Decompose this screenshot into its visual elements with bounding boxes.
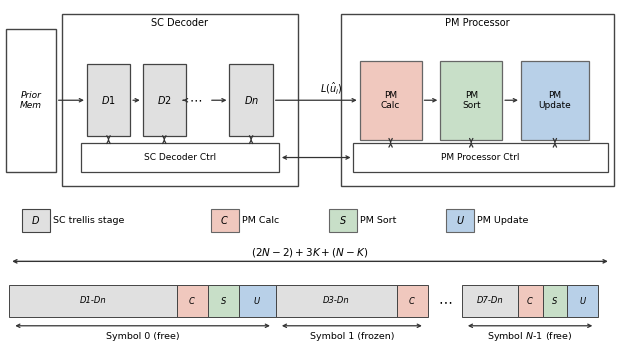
Text: $U$: $U$ xyxy=(456,214,465,226)
Bar xyxy=(143,64,186,136)
Text: D1-Dn: D1-Dn xyxy=(80,296,106,305)
Text: D3-Dn: D3-Dn xyxy=(323,296,350,305)
Text: PM Processor Ctrl: PM Processor Ctrl xyxy=(441,153,520,162)
Text: $\cdots$: $\cdots$ xyxy=(438,294,452,308)
Bar xyxy=(211,208,239,232)
Bar xyxy=(446,208,474,232)
Text: PM Calc: PM Calc xyxy=(242,216,279,225)
Bar xyxy=(208,285,239,317)
Bar xyxy=(521,61,589,140)
Bar xyxy=(239,285,276,317)
Text: SC trellis stage: SC trellis stage xyxy=(53,216,124,225)
Bar xyxy=(22,208,50,232)
Bar xyxy=(9,285,177,317)
Bar xyxy=(81,143,279,172)
Text: $D1$: $D1$ xyxy=(101,94,116,106)
Text: PM Processor: PM Processor xyxy=(445,18,510,28)
Bar xyxy=(229,64,273,136)
Text: Symbol 0 (free): Symbol 0 (free) xyxy=(106,332,179,341)
Text: $C$: $C$ xyxy=(188,295,196,306)
Text: PM
Sort: PM Sort xyxy=(462,91,480,110)
Text: $L(\hat{u}_i)$: $L(\hat{u}_i)$ xyxy=(321,80,343,96)
Text: PM
Update: PM Update xyxy=(539,91,571,110)
Text: $C$: $C$ xyxy=(409,295,416,306)
Text: $D$: $D$ xyxy=(31,214,40,226)
Text: Prior
Mem: Prior Mem xyxy=(20,91,42,110)
Bar xyxy=(329,208,356,232)
Text: $U$: $U$ xyxy=(254,295,261,306)
Bar xyxy=(62,14,298,186)
Text: $S$: $S$ xyxy=(219,295,227,306)
Text: Symbol 1 (frozen): Symbol 1 (frozen) xyxy=(309,332,394,341)
Bar xyxy=(6,29,56,172)
Text: $C$: $C$ xyxy=(220,214,229,226)
Bar xyxy=(341,14,614,186)
Bar xyxy=(440,61,502,140)
Text: $S$: $S$ xyxy=(551,295,559,306)
Text: SC Decoder Ctrl: SC Decoder Ctrl xyxy=(144,153,216,162)
Bar xyxy=(397,285,428,317)
Text: $Dn$: $Dn$ xyxy=(244,94,259,106)
Bar xyxy=(542,285,567,317)
Text: $S$: $S$ xyxy=(339,214,347,226)
Text: D7-Dn: D7-Dn xyxy=(477,296,503,305)
Bar xyxy=(360,61,422,140)
Text: Symbol $N$-1 (free): Symbol $N$-1 (free) xyxy=(487,330,573,343)
Text: $(2N - 2) + 3K + (N-K)$: $(2N - 2) + 3K + (N-K)$ xyxy=(252,246,368,259)
Text: SC Decoder: SC Decoder xyxy=(151,18,208,28)
Bar xyxy=(87,64,130,136)
Text: PM Sort: PM Sort xyxy=(360,216,396,225)
Bar xyxy=(567,285,598,317)
Bar xyxy=(518,285,542,317)
Bar xyxy=(462,285,518,317)
Bar xyxy=(177,285,208,317)
Text: $U$: $U$ xyxy=(579,295,587,306)
Bar xyxy=(353,143,608,172)
Text: $C$: $C$ xyxy=(526,295,534,306)
Text: PM
Calc: PM Calc xyxy=(381,91,401,110)
Text: PM Update: PM Update xyxy=(477,216,529,225)
Bar xyxy=(276,285,397,317)
Text: $D2$: $D2$ xyxy=(157,94,172,106)
Text: $\cdots$: $\cdots$ xyxy=(188,94,202,107)
